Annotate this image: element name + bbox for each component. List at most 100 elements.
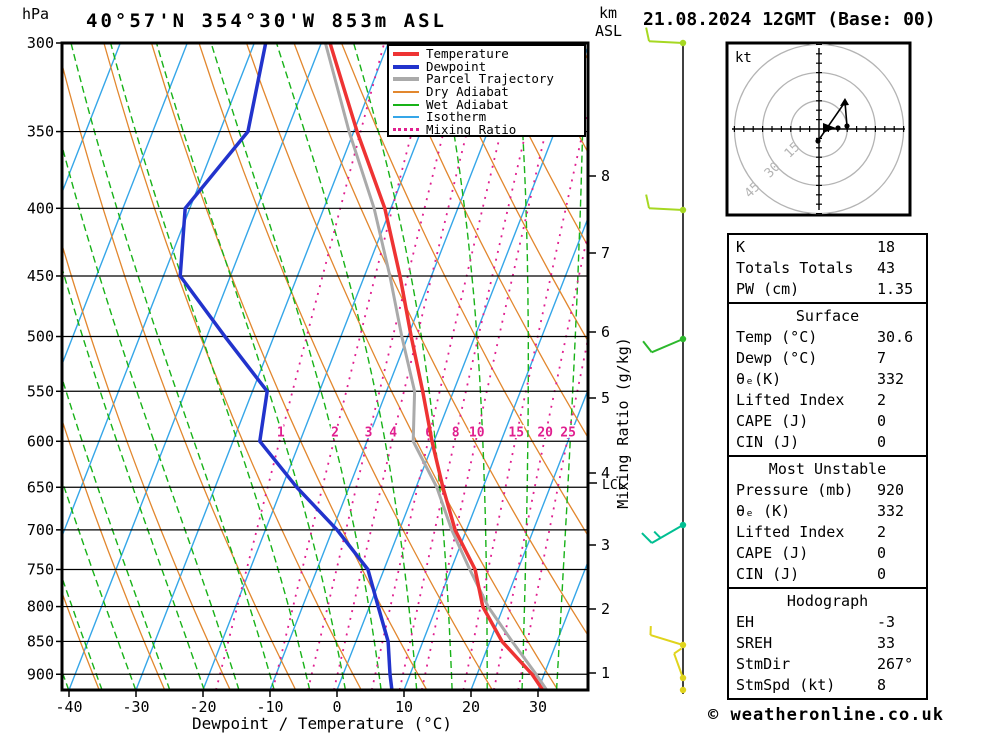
mixing-ratio-label: 20 <box>537 426 553 441</box>
temp-tick-label: -10 <box>256 698 283 716</box>
km-tick-label: 1 <box>601 664 610 682</box>
altitude-asl-label: ASL <box>595 22 623 40</box>
row-value: 0 <box>877 412 887 430</box>
km-tick-label: 7 <box>601 244 610 262</box>
parcel-trajectory-curve <box>323 43 548 690</box>
row-label: SREH <box>736 634 773 652</box>
temperature-curve <box>328 43 545 690</box>
row-label: EH <box>736 613 755 631</box>
table-row: θₑ (K) 332 <box>729 501 926 522</box>
table-row: Lifted Index 2 <box>729 522 926 543</box>
legend-item: Dry Adiabat <box>389 84 584 100</box>
pressure-tick-label: 750 <box>27 560 54 578</box>
table-section-title: Hodograph <box>786 592 869 610</box>
row-value: 267° <box>877 655 914 673</box>
temp-tick-label: -30 <box>122 698 149 716</box>
row-label: θₑ (K) <box>736 502 791 520</box>
trace-arrowhead <box>840 98 849 106</box>
table-row: CAPE (J) 0 <box>729 543 926 564</box>
table-section-title: Most Unstable <box>768 460 887 478</box>
datetime-label: 21.08.2024 12GMT (Base: 00) <box>643 9 936 30</box>
mixing-ratio-label: 25 <box>560 426 576 441</box>
row-label: Dewp (°C) <box>736 349 818 367</box>
storm-motion-arrow <box>823 123 836 133</box>
legend-swatch-temperature <box>393 52 419 57</box>
mixing-ratio-label: 10 <box>469 426 485 441</box>
wind-barb <box>645 194 687 214</box>
pressure-tick-label: 850 <box>27 632 54 650</box>
row-value: 2 <box>877 523 887 541</box>
row-value: 332 <box>877 370 905 388</box>
legend-label: Dewpoint <box>426 58 487 74</box>
table-row: Lifted Index 2 <box>729 390 926 411</box>
row-label: θₑ(K) <box>736 370 782 388</box>
isotherm-lines <box>62 43 588 690</box>
legend-label: Parcel Trajectory <box>426 71 554 87</box>
wet-adiabat-lines <box>62 43 585 690</box>
dewpoint-curve <box>178 43 394 690</box>
mixing-ratio-label: 4 <box>389 426 397 441</box>
km-tick-label: 8 <box>601 167 610 185</box>
table-row: Totals Totals 43 <box>729 258 926 279</box>
wind-barb <box>645 27 687 47</box>
row-value: 1.35 <box>877 280 914 298</box>
table-section: K 18 Totals Totals 43 PW (cm) 1.35 <box>727 233 928 304</box>
hodograph-unit-label: kt <box>735 50 752 66</box>
row-label: Lifted Index <box>736 391 845 409</box>
info-table: K 18 Totals Totals 43 PW (cm) 1.35 Surface Temp… <box>727 233 928 700</box>
temp-tick-label: 30 <box>529 698 547 716</box>
mixing-axis-title: Mixing Ratio (g/kg) <box>614 337 632 509</box>
pressure-tick-label: 650 <box>27 478 54 496</box>
row-value: 18 <box>877 238 896 256</box>
legend-swatch-wet-adiabat <box>393 103 419 106</box>
wind-barb <box>679 686 687 694</box>
table-row: Dewp (°C) 7 <box>729 348 926 369</box>
legend-item: Temperature <box>389 48 584 61</box>
background-line-families <box>62 43 588 690</box>
pressure-tick-label: 300 <box>27 34 54 52</box>
row-value: 2 <box>877 391 887 409</box>
pressure-tick-label: 800 <box>27 598 54 616</box>
km-tick-label: 4 <box>601 464 610 482</box>
table-section: Most Unstable Pressure (mb) 920 θₑ (K) 332 Li… <box>727 455 928 589</box>
row-value: 7 <box>877 349 887 367</box>
table-row: PW (cm) 1.35 <box>729 279 926 300</box>
temp-tick-label: 0 <box>332 698 341 716</box>
row-value: 920 <box>877 481 905 499</box>
table-row: θₑ(K) 332 <box>729 369 926 390</box>
legend-swatch-dewpoint <box>393 64 419 69</box>
mixing-ratio-label: 15 <box>508 426 524 441</box>
pressure-gridlines <box>62 130 588 675</box>
km-tick-label: 6 <box>601 323 610 341</box>
row-label: CIN (J) <box>736 433 800 451</box>
row-value: 0 <box>877 433 887 451</box>
legend-item: Isotherm <box>389 111 584 124</box>
legend-label: Dry Adiabat <box>426 84 509 100</box>
legend-item: Wet Adiabat <box>389 98 584 111</box>
table-row: CIN (J) 0 <box>729 432 926 453</box>
row-label: CAPE (J) <box>736 544 809 562</box>
table-row: K 18 <box>729 237 926 258</box>
pressure-tick-label: 400 <box>27 199 54 217</box>
legend-item: Parcel Trajectory <box>389 73 584 86</box>
lcl-label: LCL <box>602 478 626 493</box>
mixing-ratio-label: 8 <box>452 426 460 441</box>
row-value: -3 <box>877 613 896 631</box>
wind-barb <box>642 335 687 354</box>
row-value: 43 <box>877 259 896 277</box>
wind-barb <box>649 626 687 649</box>
dry-adiabat-lines <box>62 43 588 690</box>
table-row: StmSpd (kt) 8 <box>729 675 926 696</box>
legend-label: Wet Adiabat <box>426 96 509 112</box>
legend-swatch-dry-adiabat <box>393 91 419 94</box>
row-label: PW (cm) <box>736 280 800 298</box>
row-label: CAPE (J) <box>736 412 809 430</box>
row-value: 8 <box>877 676 887 694</box>
copyright: © weatheronline.co.uk <box>708 705 944 725</box>
legend-label: Isotherm <box>426 109 487 125</box>
mixing-ratio-label: 2 <box>331 426 339 441</box>
row-label: StmSpd (kt) <box>736 676 836 694</box>
table-section: Surface Temp (°C) 30.6 Dewp (°C) 7 θₑ(K) 332 Li… <box>727 302 928 457</box>
wind-barb <box>641 521 687 544</box>
